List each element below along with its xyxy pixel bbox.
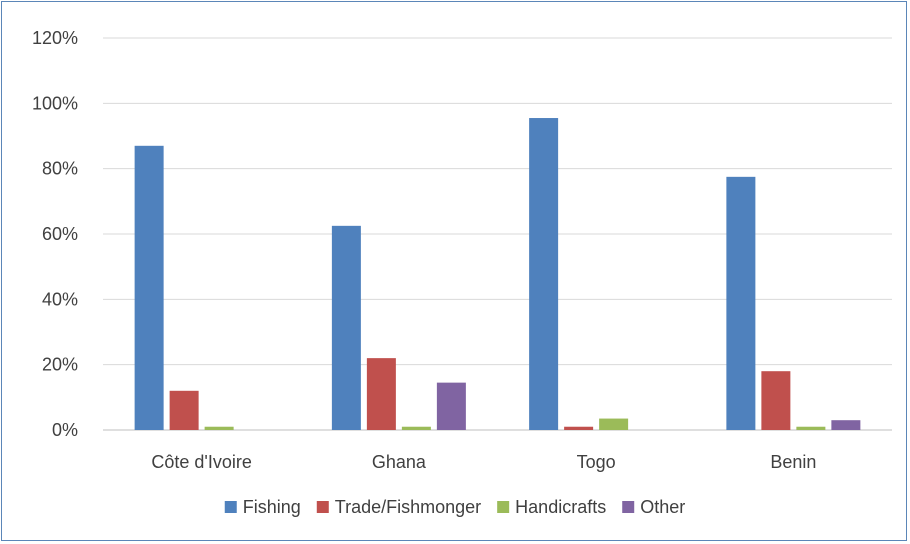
legend-label: Fishing xyxy=(243,497,301,517)
y-tick-label: 80% xyxy=(42,159,78,179)
legend-swatch-trade-fishmonger xyxy=(316,501,329,513)
legend-label: Handicrafts xyxy=(515,497,606,517)
x-tick-label: Benin xyxy=(770,452,816,472)
bar-other-3 xyxy=(831,420,861,430)
bar-handicrafts-1 xyxy=(401,426,431,430)
x-tick-label: Côte d'Ivoire xyxy=(151,452,252,472)
y-tick-label: 40% xyxy=(42,289,78,309)
bar-handicrafts-3 xyxy=(796,426,826,430)
legend-swatch-other xyxy=(622,501,635,513)
x-tick-label: Togo xyxy=(577,452,616,472)
y-tick-label: 0% xyxy=(52,420,78,440)
legend-label: Trade/Fishmonger xyxy=(335,497,481,517)
legend-label: Other xyxy=(640,497,685,517)
y-tick-label: 120% xyxy=(32,28,78,48)
bar-other-1 xyxy=(436,382,466,430)
bar-trade-fishmonger-1 xyxy=(366,358,396,430)
bar-trade-fishmonger-2 xyxy=(564,426,594,430)
y-tick-label: 20% xyxy=(42,355,78,375)
y-tick-label: 100% xyxy=(32,93,78,113)
bar-trade-fishmonger-3 xyxy=(761,371,791,430)
bar-trade-fishmonger-0 xyxy=(169,390,199,430)
y-tick-label: 60% xyxy=(42,224,78,244)
legend-swatch-fishing xyxy=(224,501,237,513)
legend-swatch-handicrafts xyxy=(497,501,510,513)
bar-handicrafts-2 xyxy=(599,418,629,430)
bar-fishing-1 xyxy=(331,225,361,430)
bar-handicrafts-0 xyxy=(204,426,234,430)
x-tick-label: Ghana xyxy=(372,452,427,472)
bar-fishing-0 xyxy=(134,145,164,431)
bar-fishing-2 xyxy=(529,118,559,431)
bar-fishing-3 xyxy=(726,176,756,430)
